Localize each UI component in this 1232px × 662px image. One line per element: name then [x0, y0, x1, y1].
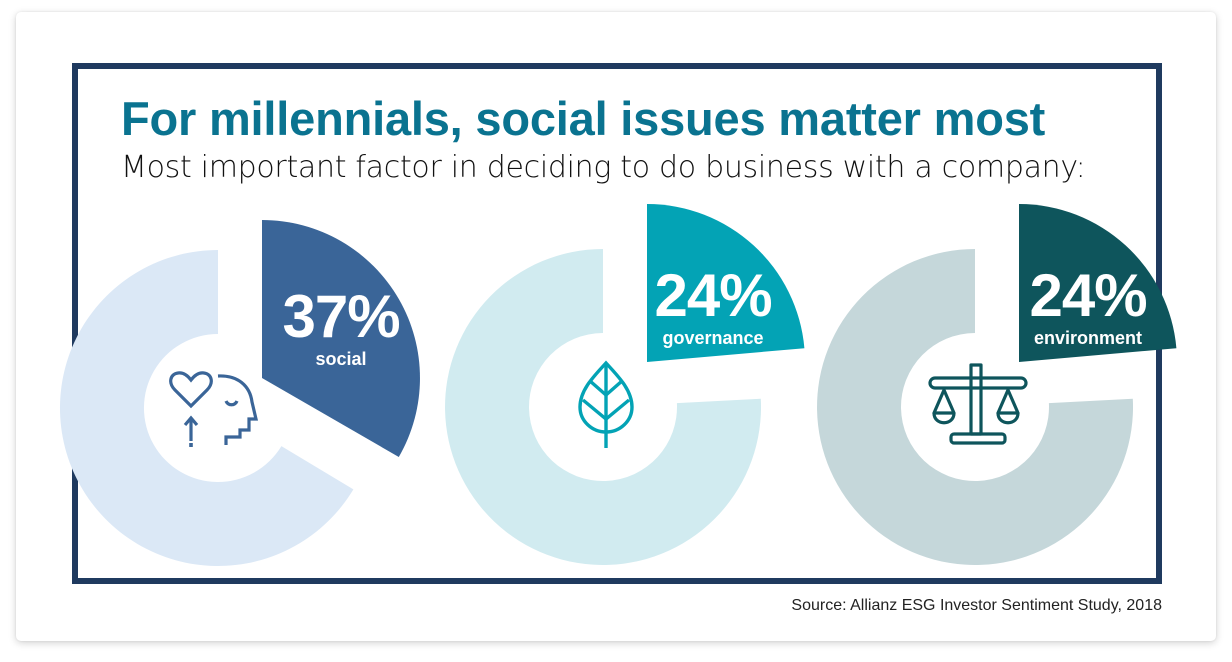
- social-value: 37%: [282, 283, 400, 350]
- governance-remainder-ring: [445, 249, 762, 565]
- social-category: social: [315, 349, 367, 369]
- page-title: For millennials, social issues matter mo…: [121, 92, 1046, 145]
- scales-of-justice-icon: [928, 363, 1028, 445]
- social-percent-label: 37% social: [281, 283, 401, 370]
- governance-category: governance: [662, 328, 764, 348]
- donut-environment: [817, 203, 1177, 565]
- environment-value: 24%: [1029, 262, 1147, 329]
- environment-category: environment: [1033, 328, 1143, 348]
- environment-remainder-ring: [817, 249, 1134, 565]
- environment-highlight-wedge: [1019, 203, 1177, 362]
- heart-head-icon: [169, 371, 259, 447]
- leaf-icon: [578, 360, 634, 448]
- source-citation: Source: Allianz ESG Investor Sentiment S…: [791, 597, 1162, 614]
- social-remainder-ring: [59, 249, 354, 566]
- donut-governance: [445, 204, 805, 565]
- governance-percent-label: 24% governance: [653, 262, 773, 349]
- page-subtitle: Most important factor in deciding to do …: [121, 150, 1086, 185]
- donut-social: [59, 220, 420, 566]
- environment-percent-label: 24% environment: [1028, 262, 1148, 349]
- social-highlight-wedge: [262, 220, 420, 457]
- governance-value: 24%: [654, 262, 772, 329]
- governance-highlight-wedge: [647, 204, 805, 362]
